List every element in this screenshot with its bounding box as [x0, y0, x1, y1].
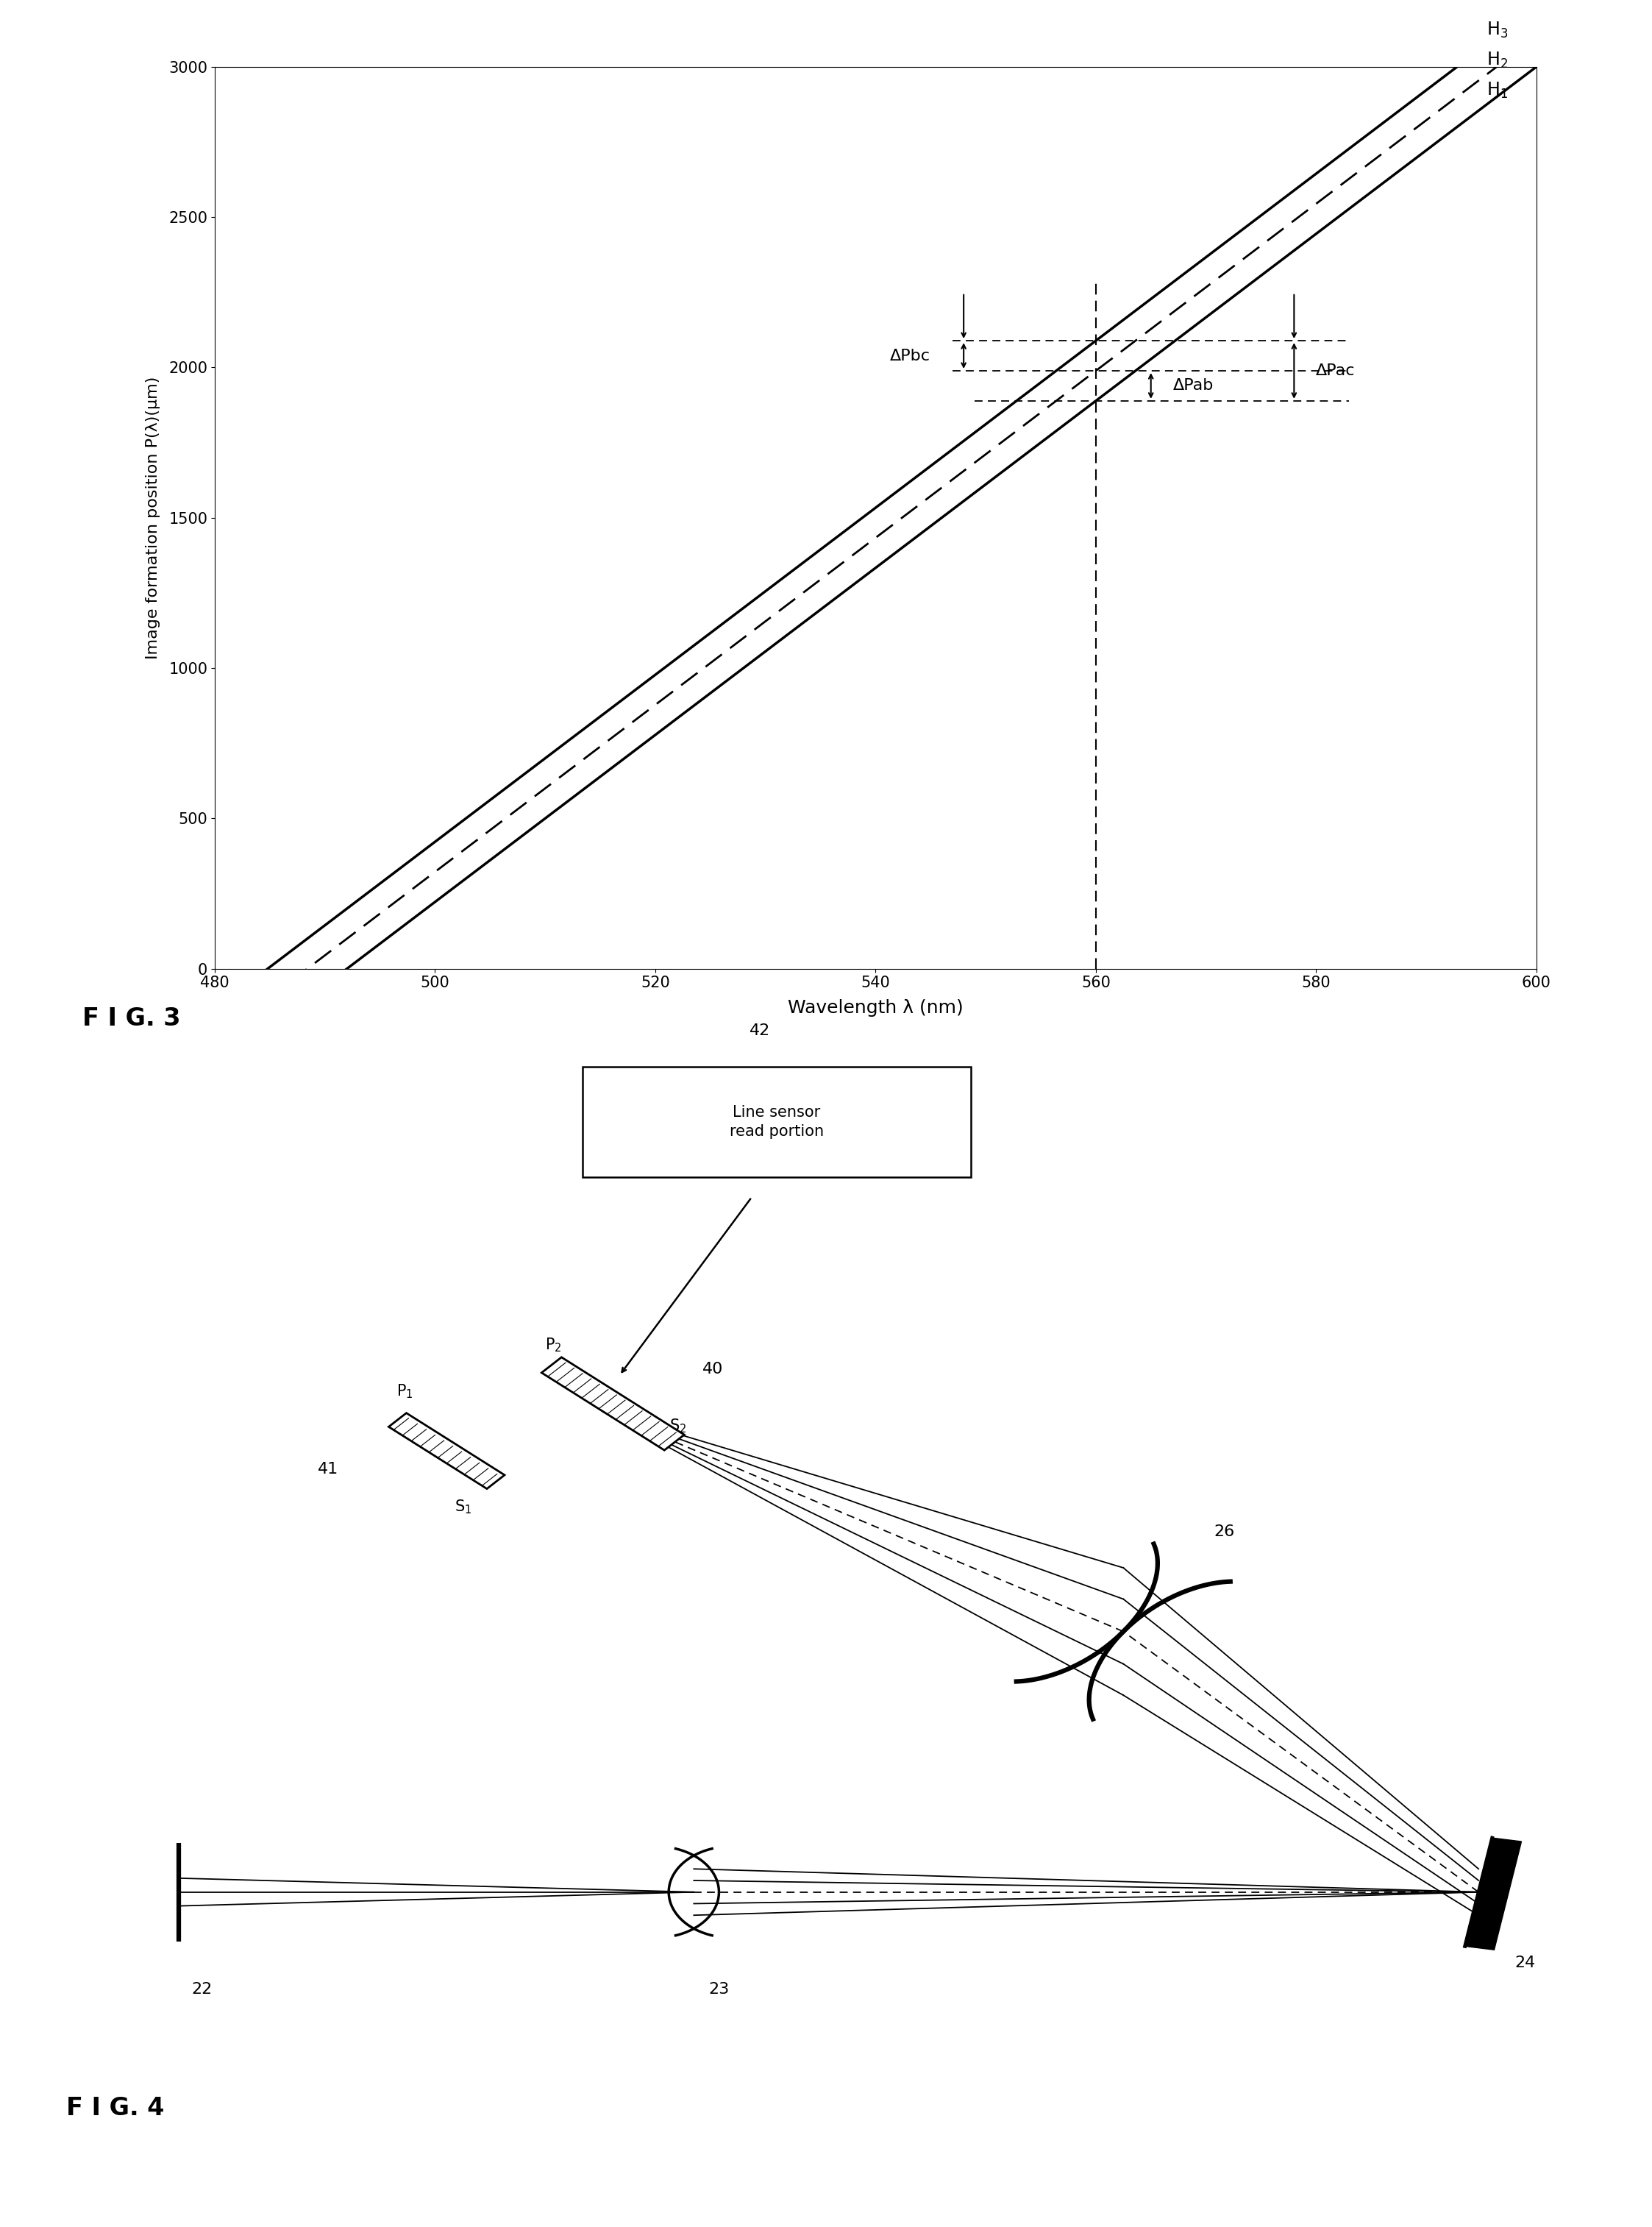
- Polygon shape: [542, 1356, 684, 1450]
- Text: S$_1$: S$_1$: [454, 1499, 471, 1517]
- Text: H$_2$: H$_2$: [1487, 51, 1508, 69]
- Text: S$_2$: S$_2$: [669, 1416, 686, 1434]
- Text: Line sensor
read portion: Line sensor read portion: [729, 1105, 824, 1138]
- Text: 42: 42: [750, 1022, 770, 1038]
- Text: ΔPac: ΔPac: [1317, 363, 1355, 379]
- Text: 40: 40: [702, 1363, 724, 1376]
- Text: F I G. 3: F I G. 3: [83, 1007, 180, 1031]
- Text: H$_3$: H$_3$: [1487, 20, 1508, 40]
- Text: ΔPab: ΔPab: [1173, 379, 1214, 394]
- Text: 22: 22: [192, 1982, 213, 1998]
- Text: 24: 24: [1515, 1955, 1536, 1971]
- Polygon shape: [1465, 1837, 1521, 1951]
- Text: 23: 23: [709, 1982, 729, 1998]
- Text: F I G. 4: F I G. 4: [66, 2096, 164, 2120]
- Text: ΔPbc: ΔPbc: [890, 347, 930, 363]
- Text: P$_1$: P$_1$: [396, 1383, 413, 1401]
- Bar: [582, 1067, 970, 1176]
- X-axis label: Wavelength λ (nm): Wavelength λ (nm): [788, 998, 963, 1016]
- Text: P$_2$: P$_2$: [545, 1336, 562, 1354]
- Y-axis label: Image formation position P(λ)(μm): Image formation position P(λ)(μm): [145, 376, 160, 659]
- Text: 26: 26: [1214, 1523, 1236, 1539]
- Text: H$_1$: H$_1$: [1487, 80, 1508, 100]
- Text: 41: 41: [317, 1461, 339, 1477]
- Polygon shape: [388, 1412, 504, 1490]
